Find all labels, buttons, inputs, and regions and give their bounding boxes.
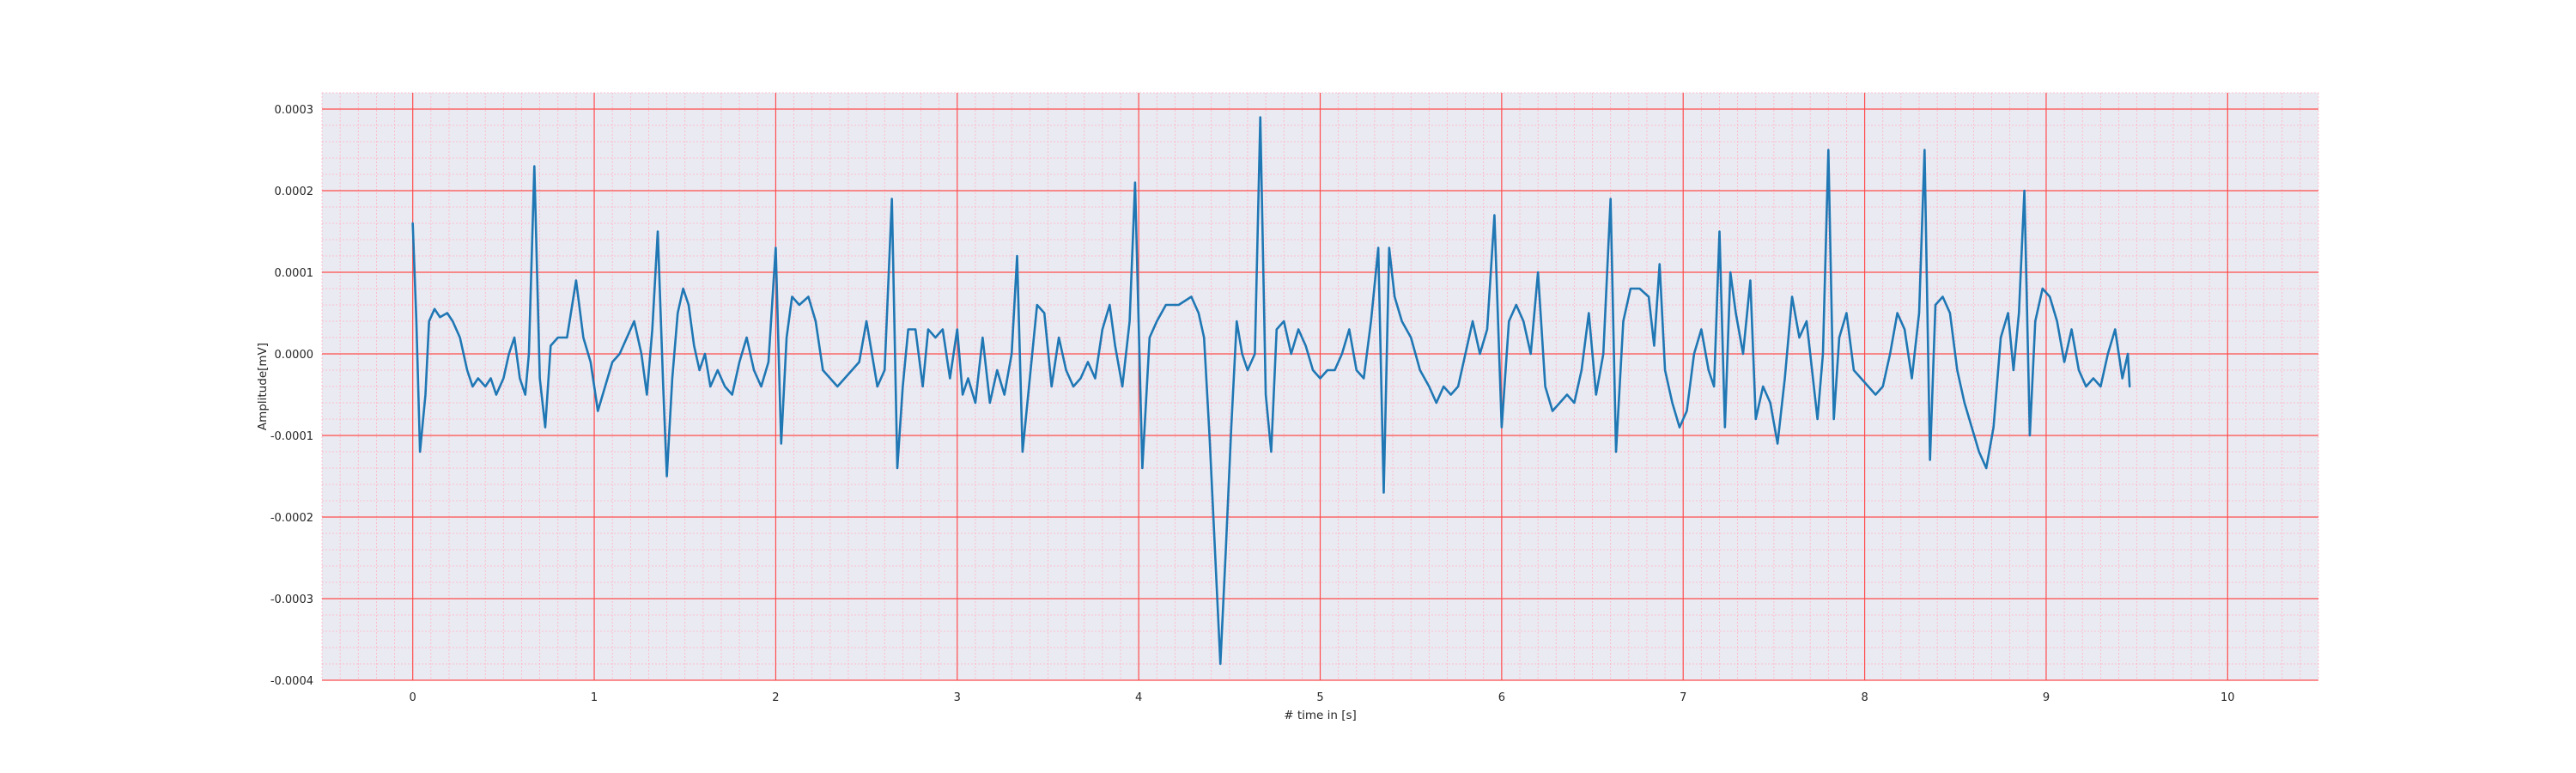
x-tick-label: 5 <box>1316 691 1323 704</box>
y-tick-label: 0.0003 <box>275 104 314 117</box>
x-tick-label: 7 <box>1680 691 1686 704</box>
y-tick-label: -0.0002 <box>270 512 313 525</box>
y-tick-label: -0.0003 <box>270 593 313 606</box>
x-tick-label: 9 <box>2043 691 2050 704</box>
x-tick-label: 4 <box>1135 691 1142 704</box>
x-tick-label: 1 <box>591 691 598 704</box>
x-tick-label: 8 <box>1861 691 1868 704</box>
x-tick-label: 3 <box>954 691 961 704</box>
y-tick-label: -0.0001 <box>270 430 313 443</box>
y-axis-label: Amplitude[mV] <box>256 343 270 430</box>
x-tick-label: 6 <box>1498 691 1505 704</box>
x-tick-labels: 0 1 2 3 4 5 6 7 8 9 10 <box>410 691 2235 704</box>
x-tick-label: 10 <box>2221 691 2235 704</box>
series-layer <box>411 116 2131 666</box>
y-tick-label: -0.0004 <box>270 675 313 688</box>
y-tick-label: 0.0001 <box>275 267 314 280</box>
y-tick-label: 0.0002 <box>275 186 314 198</box>
series-line-1 <box>411 116 2131 666</box>
x-axis-label: # time in [s] <box>1284 709 1357 722</box>
x-tick-label: 0 <box>410 691 416 704</box>
x-tick-label: 2 <box>772 691 779 704</box>
y-tick-labels: -0.0004 -0.0003 -0.0002 -0.0001 0.0000 0.0001… <box>270 104 313 688</box>
y-tick-label: 0.0000 <box>275 349 314 362</box>
